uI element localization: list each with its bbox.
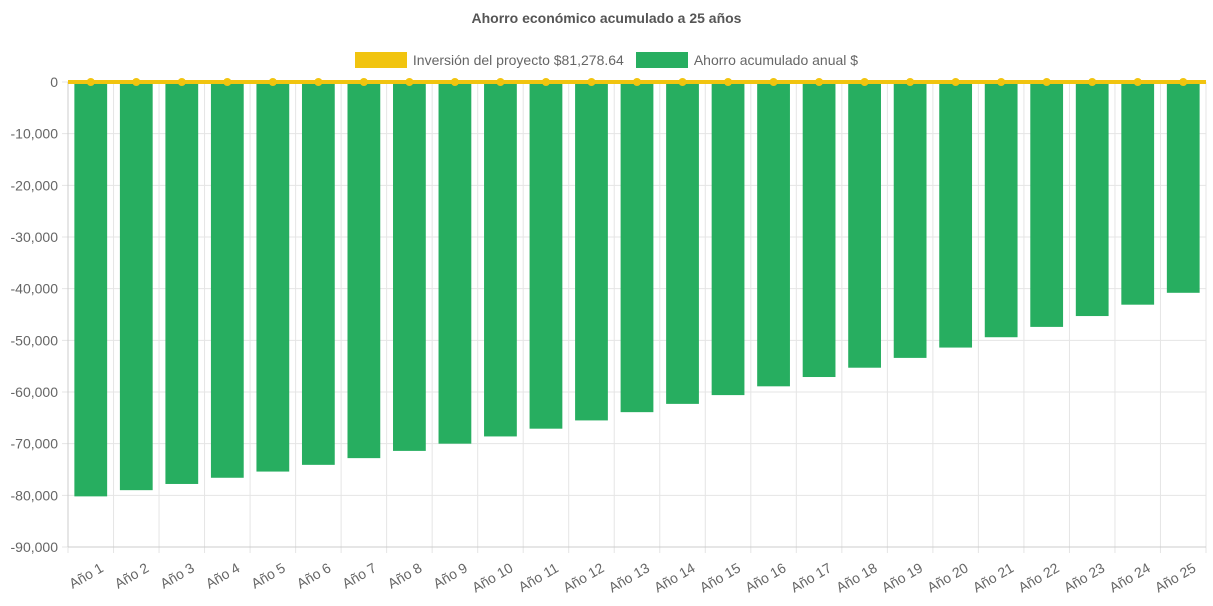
bar-24 [1121, 82, 1155, 305]
x-tick-label: Año 19 [879, 559, 926, 595]
bar-4 [210, 82, 244, 478]
legend-swatch-savings [635, 52, 688, 68]
legend-label-savings: Ahorro acumulado anual $ [693, 52, 859, 68]
y-tick-label: -40,000 [11, 281, 59, 297]
bar-15 [711, 82, 745, 396]
x-tick-label: Año 9 [430, 559, 470, 591]
bar-2 [119, 82, 153, 491]
investment-point-21 [997, 78, 1006, 86]
y-tick-label: -60,000 [11, 384, 59, 400]
x-tick-label: Año 20 [924, 559, 971, 595]
x-tick-label: Año 13 [606, 559, 653, 595]
bar-9 [438, 82, 472, 444]
x-tick-label: Año 24 [1106, 559, 1153, 595]
investment-point-18 [860, 78, 869, 86]
x-tick-label: Año 11 [516, 559, 562, 595]
y-tick-label: -80,000 [11, 487, 59, 503]
x-tick-label: Año 18 [833, 559, 880, 595]
y-tick-label: -70,000 [11, 436, 59, 452]
bar-25 [1166, 82, 1200, 293]
chart-title: Ahorro económico acumulado a 25 años [471, 10, 742, 26]
investment-point-13 [633, 78, 641, 86]
x-tick-label: Año 22 [1015, 559, 1062, 595]
bar-13 [620, 82, 654, 413]
y-tick-label: 0 [50, 74, 58, 90]
investment-point-17 [815, 78, 824, 86]
investment-point-24 [1133, 78, 1142, 86]
investment-point-23 [1088, 78, 1097, 86]
bar-22 [1030, 82, 1064, 327]
chart-legend: Inversión del proyecto $81,278.64 Ahorro… [0, 52, 1213, 68]
x-tick-label: Año 15 [697, 559, 744, 595]
investment-point-19 [906, 78, 915, 86]
x-tick-label: Año 5 [248, 559, 288, 591]
legend-item-investment[interactable]: Inversión del proyecto $81,278.64 [354, 52, 624, 68]
y-tick-label: -30,000 [11, 229, 59, 245]
investment-point-8 [405, 78, 414, 86]
bar-6 [301, 82, 335, 465]
investment-point-11 [541, 78, 550, 86]
bar-8 [393, 82, 426, 451]
legend-item-savings[interactable]: Ahorro acumulado anual $ [635, 52, 859, 68]
x-tick-label: Año 23 [1061, 559, 1108, 595]
x-tick-label: Año 21 [970, 559, 1017, 595]
investment-point-1 [86, 78, 95, 86]
x-tick-label: Año 14 [651, 559, 698, 595]
x-tick-label: Año 4 [203, 559, 243, 591]
investment-point-15 [724, 78, 733, 86]
bar-3 [165, 82, 199, 484]
bar-16 [757, 82, 790, 387]
investment-point-14 [678, 78, 687, 86]
x-tick-label: Año 2 [112, 559, 152, 591]
investment-point-7 [359, 78, 368, 86]
legend-label-investment: Inversión del proyecto $81,278.64 [412, 52, 624, 68]
x-tick-label: Año 10 [469, 559, 516, 595]
y-tick-label: -50,000 [11, 332, 59, 348]
investment-point-4 [223, 78, 232, 86]
bar-14 [666, 82, 699, 404]
bar-17 [802, 82, 836, 378]
x-tick-label: Año 16 [742, 559, 789, 595]
x-tick-label: Año 17 [788, 559, 835, 595]
legend-swatch-investment [354, 52, 407, 68]
x-tick-label: Año 25 [1152, 559, 1199, 595]
investment-point-9 [450, 78, 459, 86]
investment-point-10 [496, 78, 505, 86]
bar-21 [984, 82, 1018, 338]
y-tick-label: -90,000 [11, 539, 59, 555]
investment-point-6 [314, 78, 323, 86]
investment-point-16 [769, 78, 778, 86]
investment-point-20 [951, 78, 960, 86]
bar-18 [848, 82, 881, 368]
investment-point-5 [268, 78, 277, 86]
y-tick-label: -20,000 [11, 177, 59, 193]
x-tick-label: Año 7 [339, 559, 379, 591]
bar-23 [1075, 82, 1109, 317]
bar-10 [484, 82, 517, 437]
x-tick-label: Año 3 [157, 559, 197, 591]
bar-1 [74, 82, 108, 497]
bar-20 [939, 82, 973, 348]
investment-point-22 [1042, 78, 1051, 86]
investment-point-12 [587, 78, 596, 86]
investment-point-2 [132, 78, 141, 86]
y-tick-label: -10,000 [11, 126, 59, 142]
bar-19 [893, 82, 927, 358]
bar-7 [347, 82, 381, 459]
investment-point-25 [1179, 78, 1188, 86]
bar-12 [575, 82, 608, 421]
x-tick-label: Año 6 [294, 559, 334, 591]
bar-11 [529, 82, 563, 429]
x-tick-label: Año 1 [66, 559, 106, 591]
x-tick-label: Año 8 [385, 559, 425, 591]
bar-5 [256, 82, 290, 472]
investment-point-3 [177, 78, 186, 86]
x-tick-label: Año 12 [560, 559, 607, 595]
